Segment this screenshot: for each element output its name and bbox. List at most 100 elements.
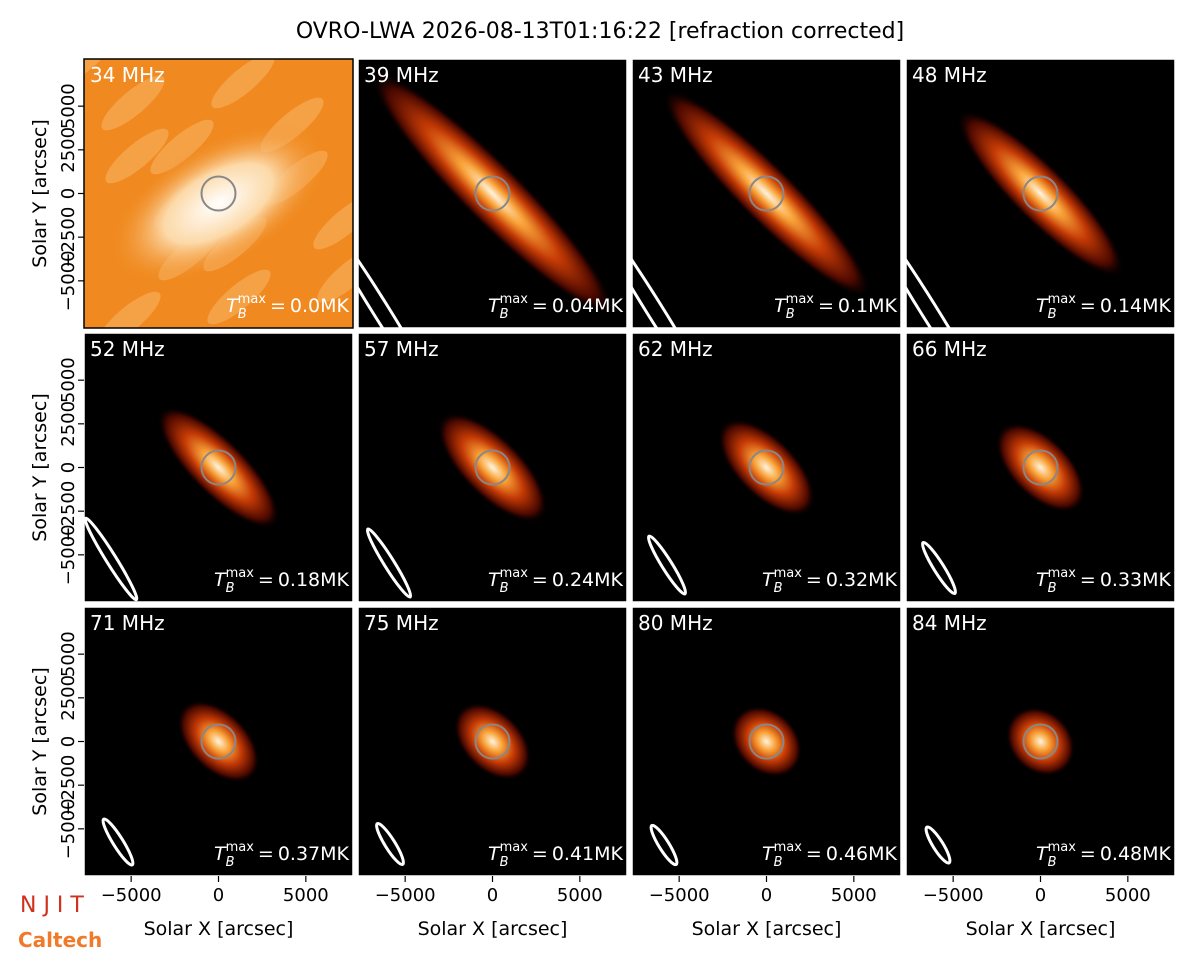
beam bbox=[906, 209, 991, 328]
x-tick-label: 5000 bbox=[1105, 885, 1151, 906]
tb-sign: = bbox=[818, 295, 834, 317]
logo-njit: N J I T bbox=[20, 893, 84, 918]
panel bbox=[84, 333, 353, 602]
tb-max-label: TBmax = 0.24MK bbox=[488, 566, 623, 596]
tb-sign: = bbox=[806, 843, 822, 865]
x-tick-label: −5000 bbox=[375, 885, 436, 906]
panel bbox=[632, 59, 901, 328]
y-tick-label: 5000 bbox=[58, 357, 79, 403]
tb-sup: max bbox=[786, 292, 815, 307]
tb-max-value: 0.48MK bbox=[1100, 843, 1172, 865]
y-tick-label: 5000 bbox=[58, 631, 79, 677]
frequency-label: 57 MHz bbox=[364, 337, 439, 361]
figure-title: OVRO-LWA 2026-08-13T01:16:22 [refraction… bbox=[296, 19, 904, 44]
tb-sign: = bbox=[532, 843, 548, 865]
frequency-label: 39 MHz bbox=[364, 63, 439, 87]
tb-max-value: 0.18MK bbox=[278, 569, 350, 591]
solar-disk bbox=[748, 449, 785, 486]
beam bbox=[84, 516, 139, 602]
frequency-label: 80 MHz bbox=[638, 611, 713, 635]
panel bbox=[906, 607, 1175, 876]
tb-max-value: 0.32MK bbox=[826, 569, 898, 591]
x-axis-label: Solar X [arcsec] bbox=[692, 918, 842, 940]
panel bbox=[906, 59, 1175, 328]
y-tick-label: 2500 bbox=[58, 127, 79, 173]
tb-max-label: TBmax = 0.32MK bbox=[762, 566, 897, 596]
solar-disk bbox=[1022, 175, 1059, 212]
image-emission bbox=[110, 124, 327, 283]
beam bbox=[375, 821, 405, 867]
frequency-label: 34 MHz bbox=[90, 63, 165, 87]
y-tick-label: 0 bbox=[58, 736, 79, 747]
solar-disk bbox=[200, 175, 237, 212]
y-tick-label: −5000 bbox=[58, 798, 79, 859]
tb-sign: = bbox=[1080, 569, 1096, 591]
tb-max-label: TBmax = 0.1MK bbox=[774, 292, 897, 322]
tb-symbol: T bbox=[214, 569, 227, 591]
beam bbox=[921, 540, 957, 596]
beam bbox=[101, 817, 135, 867]
solar-disk bbox=[200, 449, 237, 486]
tb-sign: = bbox=[532, 295, 548, 317]
tb-symbol: T bbox=[488, 843, 501, 865]
x-tick-label: 0 bbox=[487, 885, 498, 906]
y-tick-label: −2500 bbox=[58, 207, 79, 268]
x-tick-label: 5000 bbox=[557, 885, 603, 906]
panel bbox=[84, 607, 353, 876]
tb-symbol: T bbox=[1036, 295, 1049, 317]
image-texture bbox=[211, 59, 275, 109]
tb-symbol: T bbox=[762, 843, 775, 865]
x-tick-label: −5000 bbox=[923, 885, 984, 906]
beam bbox=[649, 823, 679, 867]
tb-symbol: T bbox=[488, 569, 501, 591]
tb-max-label: TBmax = 0.33MK bbox=[1036, 566, 1171, 596]
x-tick-label: −5000 bbox=[649, 885, 710, 906]
tb-max-value: 0.14MK bbox=[1100, 295, 1172, 317]
tb-max-value: 0.1MK bbox=[838, 295, 898, 317]
y-axis-label: Solar Y [arcsec] bbox=[29, 119, 51, 267]
image-emission bbox=[956, 109, 1125, 278]
panel bbox=[84, 59, 353, 328]
tb-sub: B bbox=[226, 581, 235, 596]
tb-sup: max bbox=[1048, 840, 1077, 855]
tb-sup: max bbox=[226, 566, 255, 581]
frequency-label: 52 MHz bbox=[90, 337, 165, 361]
tb-max-label: TBmax = 0.0MK bbox=[226, 292, 349, 322]
image-texture bbox=[101, 75, 165, 131]
image-texture bbox=[317, 247, 353, 303]
image-emission bbox=[730, 705, 803, 778]
y-tick-label: 2500 bbox=[58, 401, 79, 447]
tb-sub: B bbox=[1048, 581, 1057, 596]
tb-symbol: T bbox=[488, 295, 501, 317]
tb-max-value: 0.33MK bbox=[1100, 569, 1172, 591]
tb-max-label: TBmax = 0.46MK bbox=[762, 840, 897, 870]
tb-sup: max bbox=[1048, 292, 1077, 307]
frequency-label: 84 MHz bbox=[912, 611, 987, 635]
tb-sup: max bbox=[774, 566, 803, 581]
image-texture bbox=[313, 194, 353, 250]
tb-sup: max bbox=[500, 292, 529, 307]
frequency-label: 75 MHz bbox=[364, 611, 439, 635]
beam bbox=[358, 209, 443, 328]
x-tick-label: 5000 bbox=[831, 885, 877, 906]
image-texture bbox=[105, 128, 169, 184]
y-tick-label: 5000 bbox=[58, 83, 79, 129]
tb-symbol: T bbox=[1036, 569, 1049, 591]
tb-sub: B bbox=[226, 855, 235, 870]
solar-disk bbox=[200, 723, 237, 760]
tb-sub: B bbox=[500, 855, 509, 870]
image-emission bbox=[1005, 706, 1076, 777]
y-tick-label: −5000 bbox=[58, 250, 79, 311]
image-emission bbox=[453, 702, 532, 781]
tb-max-value: 0.0MK bbox=[290, 295, 350, 317]
tb-sub: B bbox=[238, 307, 247, 322]
panel-frame bbox=[631, 58, 902, 329]
y-axis-label: Solar Y [arcsec] bbox=[29, 393, 51, 541]
tb-sign: = bbox=[258, 569, 274, 591]
x-tick-label: 0 bbox=[1035, 885, 1046, 906]
tb-symbol: T bbox=[774, 295, 787, 317]
panel-frame bbox=[357, 332, 628, 603]
tb-max-label: TBmax = 0.04MK bbox=[488, 292, 623, 322]
tb-sub: B bbox=[1048, 307, 1057, 322]
